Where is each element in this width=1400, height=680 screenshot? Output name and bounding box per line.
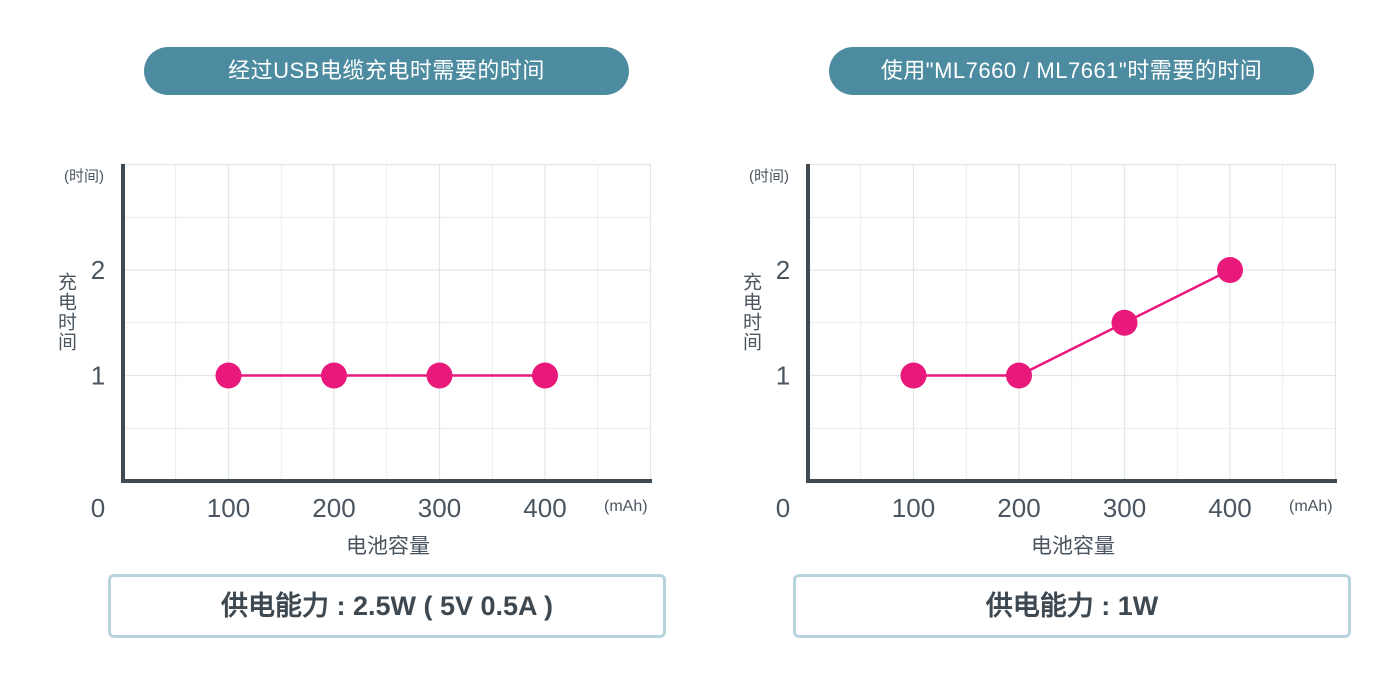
panel-title: 使用"ML7660 / ML7661"时需要的时间 <box>829 47 1314 95</box>
x-tick-label: 400 <box>523 493 566 523</box>
data-point <box>1111 309 1138 336</box>
y-tick-label: 1 <box>776 361 790 391</box>
data-point <box>426 362 453 389</box>
y-axis-unit: (时间) <box>749 168 789 185</box>
y-tick-label: 1 <box>91 361 105 391</box>
x-axis-unit: (mAh) <box>1289 498 1333 515</box>
x-tick-label: 200 <box>997 493 1040 523</box>
panel-title: 经过USB电缆充电时需要的时间 <box>144 47 629 95</box>
data-point <box>321 362 347 389</box>
series-line <box>913 268 1231 377</box>
x-tick-label: 300 <box>418 493 461 523</box>
y-tick-label: 2 <box>776 255 790 285</box>
usb-charge-time-chart: 0 100 200 300 400 1 2 <box>91 163 652 523</box>
power-capacity-box: 供电能力 : 1W <box>793 574 1351 638</box>
x-axis-label: 电池容量 <box>346 535 430 558</box>
y-axis-label: 充电时间 <box>55 272 76 352</box>
x-tick-label: 100 <box>892 493 935 523</box>
data-point <box>1217 257 1243 283</box>
y-tick-label: 2 <box>91 255 105 285</box>
data-point <box>532 362 558 389</box>
y-axis-label: 充电时间 <box>740 272 761 352</box>
ml7660-panel: 使用"ML7660 / ML7661"时需要的时间 0 100 200 300 400 1… <box>685 0 1385 680</box>
x-tick-label: 300 <box>1103 493 1146 523</box>
x-tick-label: 400 <box>1208 493 1251 523</box>
x-tick-label: 100 <box>207 493 250 523</box>
x-tick-label: 200 <box>312 493 355 523</box>
data-point <box>900 362 927 389</box>
usb-cable-panel: 经过USB电缆充电时需要的时间 0 100 200 300 400 1 2 (时间) 充电时… <box>55 47 666 638</box>
x-tick-label: 0 <box>91 493 105 523</box>
x-axis-label: 电池容量 <box>1031 535 1115 558</box>
ml7660-charge-time-chart: 0 100 200 300 400 1 2 <box>776 163 1337 523</box>
data-point <box>1006 362 1032 389</box>
power-capacity-box: 供电能力 : 2.5W ( 5V 0.5A ) <box>108 574 666 638</box>
data-point <box>215 362 242 389</box>
x-axis-unit: (mAh) <box>604 498 648 515</box>
y-axis-unit: (时间) <box>64 168 104 185</box>
x-tick-label: 0 <box>776 493 790 523</box>
